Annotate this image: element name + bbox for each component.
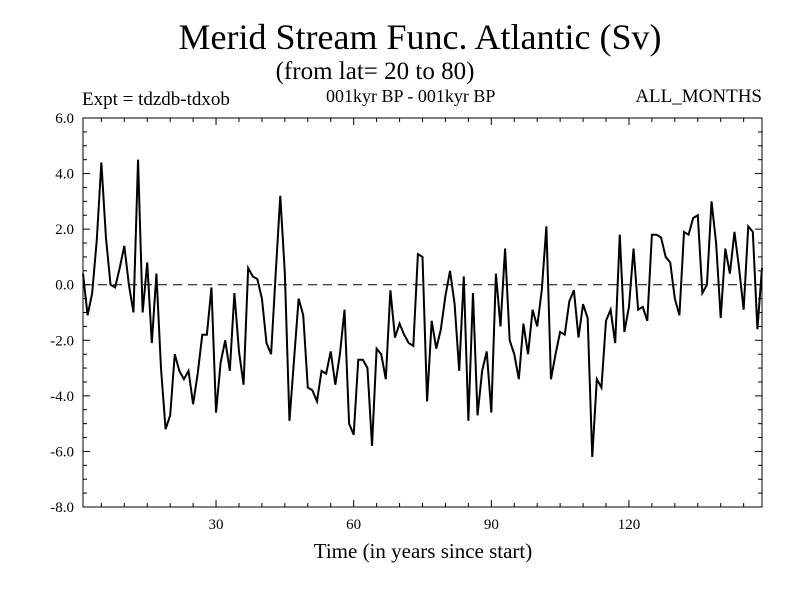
chart-title: Merid Stream Func. Atlantic (Sv) <box>178 17 662 57</box>
plot-frame <box>82 117 763 508</box>
y-tick-label: -6.0 <box>50 444 74 460</box>
experiment-label: Expt = tdzdb-tdxob <box>82 89 230 110</box>
x-tick-label: 90 <box>484 517 499 533</box>
months-label: ALL_MONTHS <box>635 86 762 107</box>
y-tick-label: 4.0 <box>55 167 74 183</box>
x-tick-label: 120 <box>618 517 641 533</box>
chart-subtitle: (from lat= 20 to 80) <box>275 58 475 85</box>
x-tick-label: 60 <box>346 517 361 533</box>
y-tick-label: -8.0 <box>50 500 74 516</box>
period-label: 001kyr BP - 001kyr BP <box>326 86 496 106</box>
data-series-line <box>82 159 763 458</box>
y-tick-label: -2.0 <box>50 333 74 349</box>
y-tick-label: 6.0 <box>55 111 74 127</box>
y-tick-label: -4.0 <box>50 389 74 405</box>
y-tick-label: 0.0 <box>55 278 74 294</box>
x-axis-title: Time (in years since start) <box>314 539 533 563</box>
y-tick-label: 2.0 <box>55 222 74 238</box>
x-tick-label: 30 <box>209 517 224 533</box>
